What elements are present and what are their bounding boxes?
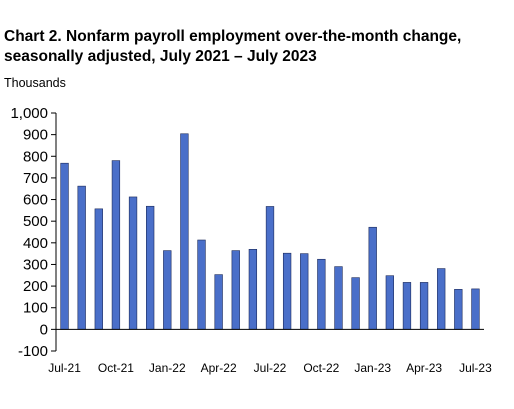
bar-Jan-23 bbox=[368, 226, 377, 330]
bar-Nov-22 bbox=[334, 266, 343, 330]
bar-Jul-23 bbox=[471, 288, 480, 330]
bar-Jun-22 bbox=[248, 249, 258, 330]
y-tick-label: 200 bbox=[23, 278, 48, 295]
y-tick-label: 400 bbox=[23, 235, 48, 252]
bar-Jul-21 bbox=[60, 162, 69, 330]
bar-Dec-21 bbox=[146, 205, 155, 330]
y-tick-label: 500 bbox=[23, 213, 48, 230]
x-tick-label: Jan-22 bbox=[149, 361, 186, 375]
bar-Aug-22 bbox=[282, 252, 292, 330]
bar-Sep-22 bbox=[300, 253, 309, 330]
bar-Nov-21 bbox=[128, 196, 138, 330]
bar-Jan-22 bbox=[163, 250, 172, 330]
bar-Oct-21 bbox=[111, 160, 121, 330]
y-tick-label: 0 bbox=[40, 321, 48, 338]
bar-Oct-22 bbox=[317, 258, 326, 330]
y-tick-label: 100 bbox=[23, 300, 48, 317]
x-tick-label: Jan-23 bbox=[354, 361, 391, 375]
bar-Apr-22 bbox=[214, 274, 223, 330]
y-tick-label: 600 bbox=[23, 192, 48, 209]
bar-Mar-22 bbox=[197, 239, 206, 330]
bar-Feb-23 bbox=[385, 275, 394, 330]
y-tick-label: 900 bbox=[23, 127, 48, 144]
x-tick-label: Oct-21 bbox=[98, 361, 134, 375]
x-tick-label: Jul-22 bbox=[254, 361, 287, 375]
bar-Mar-23 bbox=[402, 282, 412, 330]
bar-Dec-22 bbox=[351, 277, 360, 330]
bar-May-22 bbox=[231, 250, 240, 330]
x-tick-label: Apr-23 bbox=[406, 361, 442, 375]
bar-Aug-21 bbox=[77, 185, 86, 330]
y-tick-label: 800 bbox=[23, 148, 48, 165]
bar-Jun-23 bbox=[454, 289, 463, 330]
chart-title: Chart 2. Nonfarm payroll employment over… bbox=[4, 27, 510, 67]
y-tick-label: 700 bbox=[23, 170, 48, 187]
y-tick-label: -100 bbox=[18, 343, 48, 360]
y-axis: -100 0 100 200 300 400 500 600 700 800 900 1,000 bbox=[10, 105, 57, 360]
x-tick-label: Apr-22 bbox=[201, 361, 237, 375]
y-tick-label: 1,000 bbox=[10, 105, 48, 122]
bar-Jul-22 bbox=[265, 206, 275, 330]
bar-series bbox=[60, 133, 480, 330]
bar-Feb-22 bbox=[180, 133, 189, 330]
y-axis-units-label: Thousands bbox=[4, 76, 66, 90]
bar-May-23 bbox=[437, 268, 446, 330]
chart-title-line-1: Chart 2. Nonfarm payroll employment over… bbox=[4, 28, 462, 45]
y-tick-label: 300 bbox=[23, 256, 48, 273]
x-tick-label: Oct-22 bbox=[303, 361, 339, 375]
bar-Apr-23 bbox=[419, 282, 429, 330]
x-axis: Jul-21 Oct-21 Jan-22 Apr-22 Jul-22 Oct-22 Jan-… bbox=[48, 328, 492, 375]
x-tick-label: Jul-21 bbox=[48, 361, 81, 375]
bar-Sep-21 bbox=[94, 208, 103, 330]
x-tick-label: Jul-23 bbox=[459, 361, 492, 375]
chart-title-line-2: seasonally adjusted, July 2021 – July 20… bbox=[4, 48, 317, 65]
